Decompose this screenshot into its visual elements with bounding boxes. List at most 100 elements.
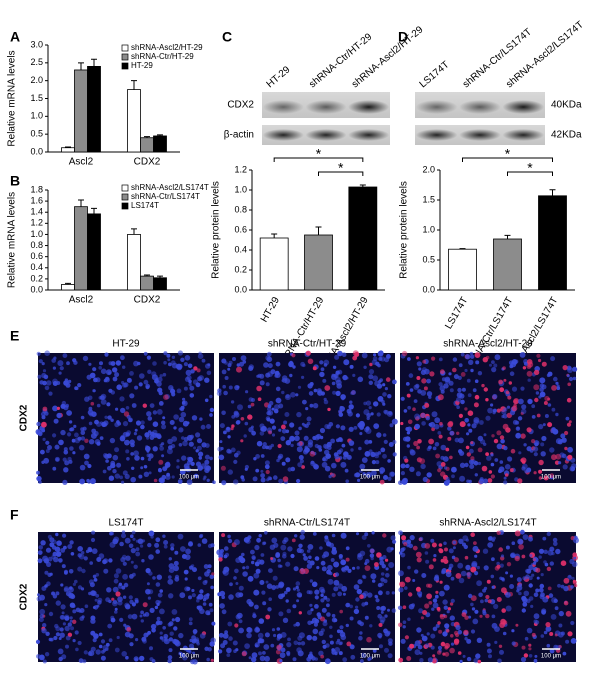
nucleus [140,456,145,461]
nucleus [207,363,211,367]
nucleus [299,459,304,464]
nucleus [240,439,244,443]
nucleus [155,549,160,554]
nucleus [168,567,175,573]
nucleus [361,457,368,463]
blot-band [502,100,545,114]
nucleus [181,455,187,461]
nucleus [433,554,437,558]
nucleus [348,404,354,410]
nucleus [130,560,134,564]
nucleus [320,654,325,659]
nucleus [345,623,349,628]
nucleus [136,435,143,441]
nucleus [493,363,498,368]
nucleus [209,413,213,417]
nucleus [42,623,47,628]
nucleus [469,448,474,454]
nucleus [144,432,150,438]
nucleus [115,360,122,366]
nucleus [177,533,184,540]
nucleus [53,356,57,360]
nucleus [303,435,309,441]
nucleus [281,428,287,434]
nucleus [79,464,86,471]
nucleus [388,562,395,568]
nucleus [331,533,336,538]
nucleus [158,391,163,396]
nucleus [303,556,308,561]
nucleus [227,534,231,539]
nucleus [259,580,265,585]
nucleus [527,398,533,405]
nucleus [305,407,309,411]
nucleus [385,558,389,562]
nucleus [485,355,490,360]
nucleus [353,426,358,430]
nucleus [378,356,383,361]
nucleus [416,376,421,380]
nucleus [169,631,174,636]
nucleus [128,595,133,600]
nucleus [167,575,172,579]
nucleus [189,638,193,643]
nucleus [516,426,520,430]
nucleus [299,568,306,575]
nucleus [128,543,134,549]
nucleus [69,619,73,623]
blot-band [348,129,390,141]
nucleus [337,591,343,597]
nucleus [414,569,419,574]
nucleus [273,408,279,414]
nucleus [472,618,479,625]
nucleus [437,645,443,651]
nucleus [296,411,302,418]
y-tick-label: 0.2 [30,273,43,283]
nucleus [37,558,43,564]
nucleus [270,369,276,375]
nucleus [447,426,452,431]
nucleus [522,534,529,540]
nucleus [230,447,236,453]
nucleus [498,644,503,648]
nucleus [430,645,435,650]
nucleus [485,594,490,600]
nucleus [46,380,52,386]
nucleus [92,606,96,609]
nucleus [264,655,270,662]
nucleus [115,591,121,597]
nucleus [466,378,471,383]
nucleus [438,357,443,362]
nucleus [55,600,61,606]
bar [304,234,333,291]
nucleus [319,546,323,550]
nucleus [44,603,48,607]
nucleus [519,352,526,358]
nucleus [93,377,98,383]
nucleus [438,548,444,554]
nucleus [195,449,199,453]
nucleus [324,465,331,472]
nucleus [247,404,252,409]
nucleus [392,452,397,457]
nucleus [452,357,458,362]
nucleus [339,609,344,614]
nucleus [542,596,549,603]
nucleus [339,625,344,630]
x-tick-label: CDX2 [134,157,161,168]
micrograph [35,530,216,665]
nucleus [260,477,266,483]
nucleus [116,384,122,391]
nucleus [130,452,134,456]
nucleus [514,555,520,562]
nucleus [112,376,118,382]
nucleus [176,365,182,371]
nucleus [301,465,305,469]
nucleus [65,382,71,388]
nucleus [391,608,397,613]
nucleus [435,590,439,594]
nucleus [345,557,350,562]
nucleus [477,371,483,376]
nucleus [352,373,356,377]
nucleus [138,382,143,387]
